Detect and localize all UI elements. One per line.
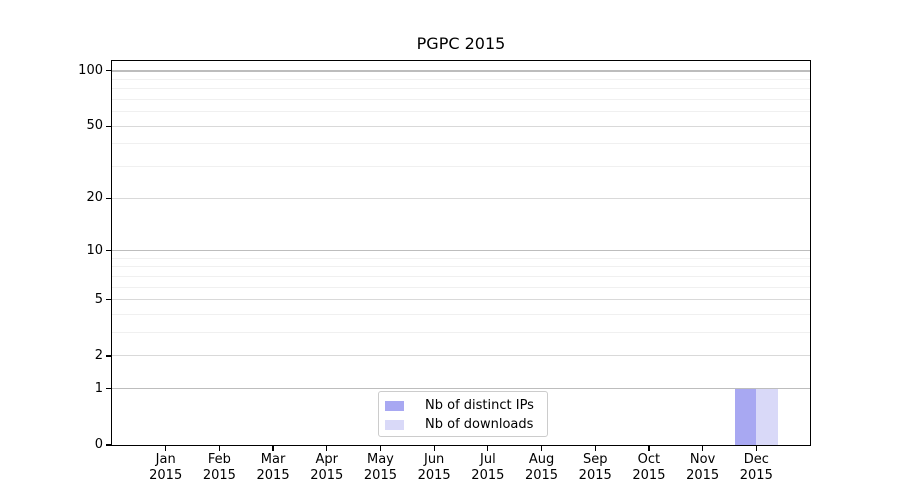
ytick-label-10: 10	[86, 242, 103, 258]
ytick-mark-100	[106, 70, 112, 72]
ytick-mark-10	[106, 249, 112, 252]
ytick-mark-0	[106, 444, 112, 446]
gridline-y-7	[112, 275, 810, 277]
ytick-mark-2	[106, 355, 112, 357]
xtick-label-jan: Jan 2015	[149, 452, 183, 483]
gridline-y-5	[112, 299, 810, 301]
ytick-mark-20	[106, 197, 112, 199]
xtick-label-sep: Sep 2015	[578, 452, 612, 483]
gridline-y-3	[112, 332, 810, 334]
ytick-mark-50	[106, 125, 112, 127]
gridline-y-1	[112, 388, 810, 390]
gridline-y-10	[112, 250, 810, 252]
xtick-label-jul: Jul 2015	[471, 452, 505, 483]
gridline-y-80	[112, 88, 810, 90]
legend-item-0: Nb of distinct IPs	[385, 396, 547, 415]
xtick-mark-jan	[165, 445, 167, 451]
xtick-label-feb: Feb 2015	[202, 452, 236, 483]
xtick-mark-nov	[702, 445, 704, 451]
xtick-label-oct: Oct 2015	[632, 452, 666, 483]
ytick-mark-1	[106, 388, 112, 390]
gridline-y-60	[112, 111, 810, 113]
xtick-label-dec: Dec 2015	[739, 452, 773, 483]
gridline-y-20	[112, 197, 810, 199]
xtick-mark-feb	[218, 445, 220, 451]
ytick-label-2: 2	[94, 347, 103, 363]
gridline-y-50	[112, 125, 810, 127]
gridline-y-70	[112, 98, 810, 100]
xtick-label-nov: Nov 2015	[686, 452, 720, 483]
gridline-y-4	[112, 314, 810, 315]
xtick-mark-mar	[272, 445, 274, 451]
ytick-label-0: 0	[94, 437, 103, 452]
ytick-mark-5	[106, 299, 112, 301]
gridline-y-8	[112, 266, 810, 268]
xtick-mark-aug	[540, 445, 543, 451]
legend: Nb of distinct IPs Nb of downloads	[378, 391, 548, 437]
gridline-y-2	[112, 355, 810, 357]
ytick-label-1: 1	[94, 380, 103, 396]
xtick-label-jun: Jun 2015	[417, 452, 451, 483]
legend-label-0: Nb of distinct IPs	[425, 398, 534, 413]
xtick-mark-may	[379, 445, 382, 451]
xtick-label-mar: Mar 2015	[256, 452, 290, 483]
xtick-mark-oct	[648, 445, 650, 451]
legend-swatch-0	[385, 400, 404, 411]
legend-label-1: Nb of downloads	[425, 417, 534, 432]
xtick-mark-apr	[326, 445, 328, 451]
gridline-y-90	[112, 78, 810, 80]
gridline-y-100	[112, 70, 810, 72]
plot-area: PGPC 2015 0 1 2 5 10 20 50 100 Jan 2015 Feb 2015 M…	[78, 34, 811, 483]
ytick-label-5: 5	[94, 291, 103, 307]
ytick-label-50: 50	[86, 118, 103, 134]
bar-dec-series-1	[756, 388, 778, 445]
xtick-mark-jun	[433, 445, 435, 451]
xtick-mark-sep	[594, 445, 596, 451]
chart-title: PGPC 2015	[416, 34, 506, 53]
xtick-label-aug: Aug 2015	[524, 452, 559, 483]
xtick-mark-dec	[755, 445, 757, 451]
gridline-y-30	[112, 166, 810, 168]
legend-swatch-1	[385, 419, 404, 430]
gridline-y-9	[112, 257, 810, 259]
xtick-label-apr: Apr 2015	[310, 452, 344, 483]
gridline-y-40	[112, 143, 810, 145]
bar-dec-series-0	[734, 388, 757, 445]
ytick-label-100: 100	[78, 62, 103, 78]
legend-item-1: Nb of downloads	[385, 415, 547, 434]
xtick-mark-jul	[487, 445, 489, 451]
gridline-y-6	[112, 286, 810, 288]
ytick-label-20: 20	[86, 190, 103, 206]
xtick-label-may: May 2015	[363, 452, 397, 483]
